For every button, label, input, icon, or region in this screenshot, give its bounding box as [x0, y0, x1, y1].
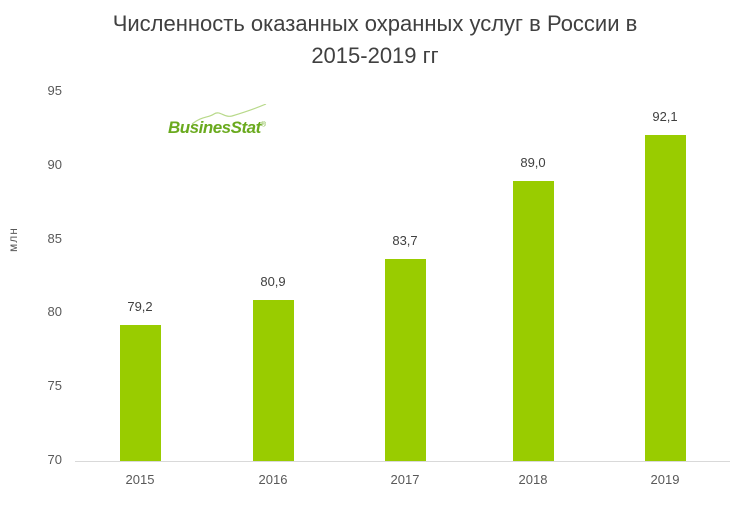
bar-2019 [645, 134, 686, 461]
logo-text: BusinesStat [168, 118, 261, 137]
x-tick-label-2018: 2018 [518, 472, 548, 487]
bar-2016 [253, 300, 294, 461]
data-label-2018: 89,0 [520, 154, 546, 170]
logo-swoosh-icon [191, 104, 267, 125]
businesstat-logo: BusinesStat® [168, 118, 266, 138]
y-tick-label: 85 [47, 230, 62, 246]
x-tick-label-2016: 2016 [258, 472, 288, 487]
chart-title-line1: Численность оказанных охранных услуг в Р… [112, 11, 638, 36]
chart-title: Численность оказанных охранных услуг в Р… [0, 8, 750, 72]
y-tick-label: 75 [47, 378, 62, 394]
chart-title-line2: 2015-2019 гг [311, 43, 439, 68]
data-label-2015: 79,2 [127, 299, 153, 315]
bar-2018 [513, 180, 554, 461]
x-tick-label-2019: 2019 [650, 472, 680, 487]
y-tick-label: 80 [47, 304, 62, 320]
x-tick-label-2017: 2017 [390, 472, 420, 487]
y-tick-label: 95 [47, 83, 62, 98]
y-tick-label: 90 [47, 156, 62, 172]
logo-mark: ® [260, 121, 266, 129]
bar-2017 [385, 258, 426, 461]
data-label-2016: 80,9 [260, 274, 286, 290]
y-tick-label: 70 [47, 452, 62, 467]
x-axis-line [75, 461, 730, 462]
bar-2015 [120, 325, 161, 461]
data-label-2019: 92,1 [652, 108, 678, 124]
y-axis-label: млн [6, 227, 20, 252]
data-label-2017: 83,7 [392, 232, 418, 248]
x-tick-label-2015: 2015 [125, 472, 155, 487]
